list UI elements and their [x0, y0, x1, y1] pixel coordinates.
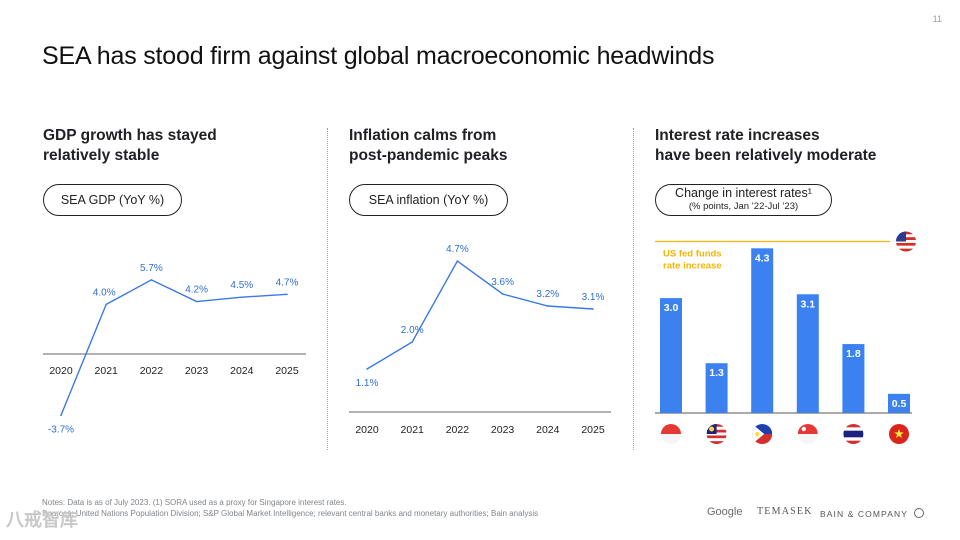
chart1-point-2025	[286, 293, 288, 296]
chart2-data-label-2025: 3.1%	[582, 292, 605, 303]
chart1-point-2022	[150, 279, 153, 281]
chart1-tick-label-2021: 2021	[95, 365, 119, 377]
chart1-data-label-2021: 4.0%	[93, 287, 116, 298]
chart2-tick-label-2024: 2024	[536, 424, 560, 436]
chart2-point-2023	[501, 293, 504, 295]
chart2-data-label-2021: 2.0%	[401, 325, 424, 336]
interest-panel-heading: Interest rate increases have been relati…	[655, 126, 876, 166]
chart2-tick-label-2022: 2022	[446, 424, 470, 436]
chart2-data-label-2023: 3.6%	[491, 277, 514, 288]
chart2-point-2020	[366, 368, 368, 370]
panel-divider-1	[327, 128, 328, 450]
chart2-data-label-2020: 1.1%	[356, 378, 379, 389]
flag-indonesia-icon	[661, 424, 681, 444]
chart1-series-line	[60, 279, 288, 416]
chart3-data-label-Malaysia: 1.3	[709, 367, 724, 379]
chart2-data-label-2022: 4.7%	[446, 244, 469, 255]
chart1-data-label-2023: 4.2%	[185, 285, 208, 296]
chart1-data-label-2024: 4.5%	[230, 280, 253, 291]
chart2-point-2022	[456, 260, 459, 262]
temasek-logo: TEMASEK	[757, 506, 813, 517]
watermark-text: 八戒智库	[6, 510, 78, 530]
panel-divider-2	[633, 128, 634, 450]
flag-thailand-icon	[843, 424, 864, 444]
bain-circle-icon	[914, 508, 925, 518]
sources-line: Sources: United Nations Population Divis…	[42, 509, 539, 518]
chart3-data-label-Singapore: 3.1	[800, 298, 815, 310]
chart2-point-2024	[547, 305, 549, 307]
chart3-reference-label-2: rate increase	[663, 261, 722, 272]
chart1-tick-label-2024: 2024	[230, 365, 254, 377]
interest-heading-line1: Interest rate increases	[655, 127, 820, 144]
notes-line: Notes: Data is as of July 2023. (1) SORA…	[42, 498, 347, 507]
gdp-chart-pill: SEA GDP (YoY %)	[43, 184, 182, 216]
gdp-heading-line1: GDP growth has stayed	[43, 127, 217, 144]
inflation-chart-pill: SEA inflation (YoY %)	[349, 184, 508, 216]
chart2-tick-label-2020: 2020	[355, 424, 379, 436]
chart3-data-label-Vietnam: 0.5	[892, 398, 907, 410]
footnotes: Notes: Data is as of July 2023. (1) SORA…	[42, 497, 538, 519]
chart3-bar-Malaysia	[705, 363, 728, 413]
chart1-data-label-2020: -3.7%	[48, 424, 74, 435]
flag-singapore-icon	[797, 424, 818, 444]
inflation-heading-line2: post-pandemic peaks	[349, 147, 508, 164]
chart3-bar-Singapore	[796, 294, 819, 413]
chart2-tick-label-2023: 2023	[491, 424, 515, 436]
chart2-point-2025	[592, 308, 594, 310]
chart3-bar-Vietnam	[888, 393, 910, 413]
chart3-bar-Philippines	[751, 248, 774, 413]
bain-logo-text: BAIN & COMPANY	[820, 509, 908, 519]
chart2-tick-label-2021: 2021	[401, 424, 425, 436]
chart1-data-label-2025: 4.7%	[276, 277, 299, 288]
flag-vietnam-icon	[889, 424, 909, 444]
chart2-data-label-2024: 3.2%	[536, 289, 559, 300]
chart1-point-2020	[60, 414, 62, 417]
chart3-data-label-Thailand: 1.8	[846, 348, 861, 360]
flag-philippines-icon	[752, 424, 773, 444]
chart1-data-label-2022: 5.7%	[140, 263, 163, 274]
chart1-tick-label-2022: 2022	[140, 365, 164, 377]
chart1-point-2024	[241, 296, 243, 299]
chart1-tick-label-2020: 2020	[49, 365, 73, 377]
bain-logo: BAIN & COMPANY	[820, 508, 925, 519]
inflation-heading-line1: Inflation calms from	[349, 127, 497, 144]
interest-pill-subtitle: (% points, Jan ’22-Jul ’23)	[688, 201, 799, 212]
chart1-tick-label-2023: 2023	[185, 365, 209, 377]
google-logo: Google	[707, 506, 743, 518]
chart1-point-2023	[195, 300, 198, 303]
chart2-point-2021	[411, 341, 414, 343]
interest-pill-title: Change in interest rates¹	[675, 186, 812, 200]
chart3-bar-Thailand	[842, 344, 865, 413]
slide-title: SEA has stood firm against global macroe…	[42, 42, 715, 70]
flag-malaysia-icon	[706, 424, 727, 444]
us-flag-icon	[896, 231, 916, 252]
chart3-reference-label-1: US fed funds	[663, 249, 722, 260]
gdp-panel-heading: GDP growth has stayed relatively stable	[43, 126, 217, 166]
chart1-point-2021	[105, 303, 107, 306]
interest-chart-pill: Change in interest rates¹ (% points, Jan…	[655, 184, 832, 216]
chart2-tick-label-2025: 2025	[581, 424, 605, 436]
inflation-panel-heading: Inflation calms from post-pandemic peaks	[349, 126, 508, 166]
gdp-heading-line2: relatively stable	[43, 147, 160, 164]
chart1-tick-label-2025: 2025	[275, 365, 299, 377]
chart3-data-label-Philippines: 4.3	[755, 252, 770, 264]
page-number: 11	[932, 14, 942, 24]
chart3-bar-Indonesia	[660, 298, 682, 413]
interest-heading-line2: have been relatively moderate	[655, 147, 877, 164]
chart2-series-line	[366, 259, 594, 370]
chart3-data-label-Indonesia: 3.0	[664, 302, 679, 314]
